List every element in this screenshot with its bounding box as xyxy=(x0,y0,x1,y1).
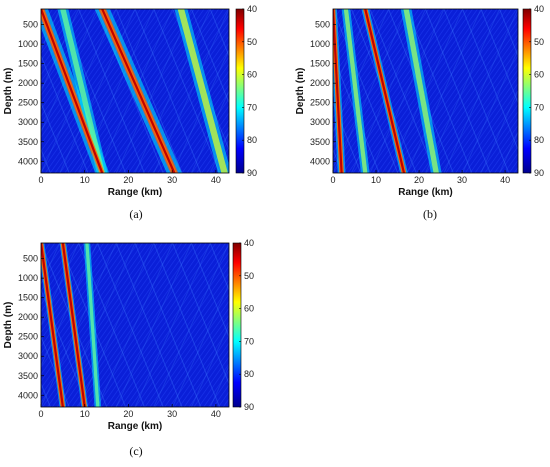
y-tick-label: 500 xyxy=(23,254,38,264)
colorbar-tick-label: 80 xyxy=(244,369,254,379)
panel-caption: (a) xyxy=(129,207,142,221)
chart-panel-1: 0 10 20 30 40 500 1000 1500 2000 2500 3000 3500 4000… xyxy=(0,4,304,221)
colorbar-tick-label: 90 xyxy=(244,402,254,412)
colorbar-tick-label: 70 xyxy=(247,102,257,112)
x-tick-label: 20 xyxy=(414,175,424,185)
y-tick-label: 2500 xyxy=(18,332,38,342)
x-axis-label: Range (km) xyxy=(108,421,162,432)
x-tick-label: 20 xyxy=(123,175,133,185)
y-tick-label: 2000 xyxy=(18,78,38,88)
colorbar-tick-label: 90 xyxy=(247,168,257,178)
colorbar-tick-label: 50 xyxy=(247,37,257,47)
colorbar-tick-label: 60 xyxy=(534,70,544,80)
y-tick-label: 3000 xyxy=(18,117,38,127)
colorbar-tick-label: 70 xyxy=(534,102,544,112)
y-axis-label: Depth (m) xyxy=(3,302,14,349)
x-tick-label: 40 xyxy=(211,409,221,419)
colorbar-tick-label: 50 xyxy=(534,37,544,47)
y-tick-label: 500 xyxy=(23,20,38,30)
x-tick-label: 0 xyxy=(38,175,43,185)
y-tick-label: 1000 xyxy=(18,273,38,283)
y-tick-label: 1500 xyxy=(310,59,330,69)
y-tick-label: 1500 xyxy=(18,293,38,303)
x-tick-label: 0 xyxy=(38,409,43,419)
y-tick-label: 4000 xyxy=(18,156,38,166)
y-tick-label: 3500 xyxy=(18,137,38,147)
colorbar-tick-label: 50 xyxy=(244,271,254,281)
y-tick-label: 3000 xyxy=(310,117,330,127)
y-tick-label: 1000 xyxy=(310,39,330,49)
colorbar-tick-label: 60 xyxy=(244,304,254,314)
colorbar-tick-label: 40 xyxy=(244,238,254,248)
x-tick-label: 0 xyxy=(330,175,335,185)
x-axis-label: Range (km) xyxy=(398,187,452,198)
heatmap-field xyxy=(0,9,304,173)
y-tick-label: 1000 xyxy=(18,39,38,49)
y-tick-label: 2500 xyxy=(18,98,38,108)
x-tick-label: 10 xyxy=(371,175,381,185)
x-axis-label: Range (km) xyxy=(108,187,162,198)
heatmap-field xyxy=(278,9,550,173)
y-tick-label: 4000 xyxy=(18,390,38,400)
field-stripe xyxy=(278,9,343,173)
x-tick-label: 30 xyxy=(457,175,467,185)
y-tick-label: 2000 xyxy=(310,78,330,88)
x-tick-label: 40 xyxy=(211,175,221,185)
y-tick-label: 4000 xyxy=(310,156,330,166)
x-tick-label: 10 xyxy=(80,409,90,419)
y-tick-label: 2500 xyxy=(310,98,330,108)
chart-panel-3: 0 10 20 30 40 500 1000 1500 2000 2500 3000 3500 4000… xyxy=(0,238,304,458)
y-tick-label: 1500 xyxy=(18,59,38,69)
panel-caption: (b) xyxy=(423,207,437,221)
y-tick-label: 3500 xyxy=(310,137,330,147)
x-tick-label: 40 xyxy=(500,175,510,185)
colorbar-tick-label: 40 xyxy=(247,4,257,14)
colorbar-tick-label: 90 xyxy=(534,168,544,178)
x-tick-label: 30 xyxy=(167,409,177,419)
y-tick-label: 3500 xyxy=(18,371,38,381)
y-tick-label: 3000 xyxy=(18,351,38,361)
panel-caption: (c) xyxy=(129,444,142,458)
colorbar xyxy=(523,9,531,173)
chart-panel-2: 0 10 20 30 40 500 1000 1500 2000 2500 3000 3500 4000… xyxy=(278,4,550,221)
x-tick-label: 20 xyxy=(123,409,133,419)
colorbar-tick-label: 80 xyxy=(247,135,257,145)
heatmap-field xyxy=(0,243,304,407)
colorbar xyxy=(233,243,241,407)
y-axis-label: Depth (m) xyxy=(295,68,306,115)
colorbar-tick-label: 70 xyxy=(244,336,254,346)
y-tick-label: 500 xyxy=(315,20,330,30)
colorbar-tick-label: 60 xyxy=(247,70,257,80)
colorbar xyxy=(236,9,244,173)
y-tick-label: 2000 xyxy=(18,312,38,322)
x-tick-label: 30 xyxy=(167,175,177,185)
colorbar-tick-label: 80 xyxy=(534,135,544,145)
x-tick-label: 10 xyxy=(80,175,90,185)
y-axis-label: Depth (m) xyxy=(3,68,14,115)
colorbar-tick-label: 40 xyxy=(534,4,544,14)
